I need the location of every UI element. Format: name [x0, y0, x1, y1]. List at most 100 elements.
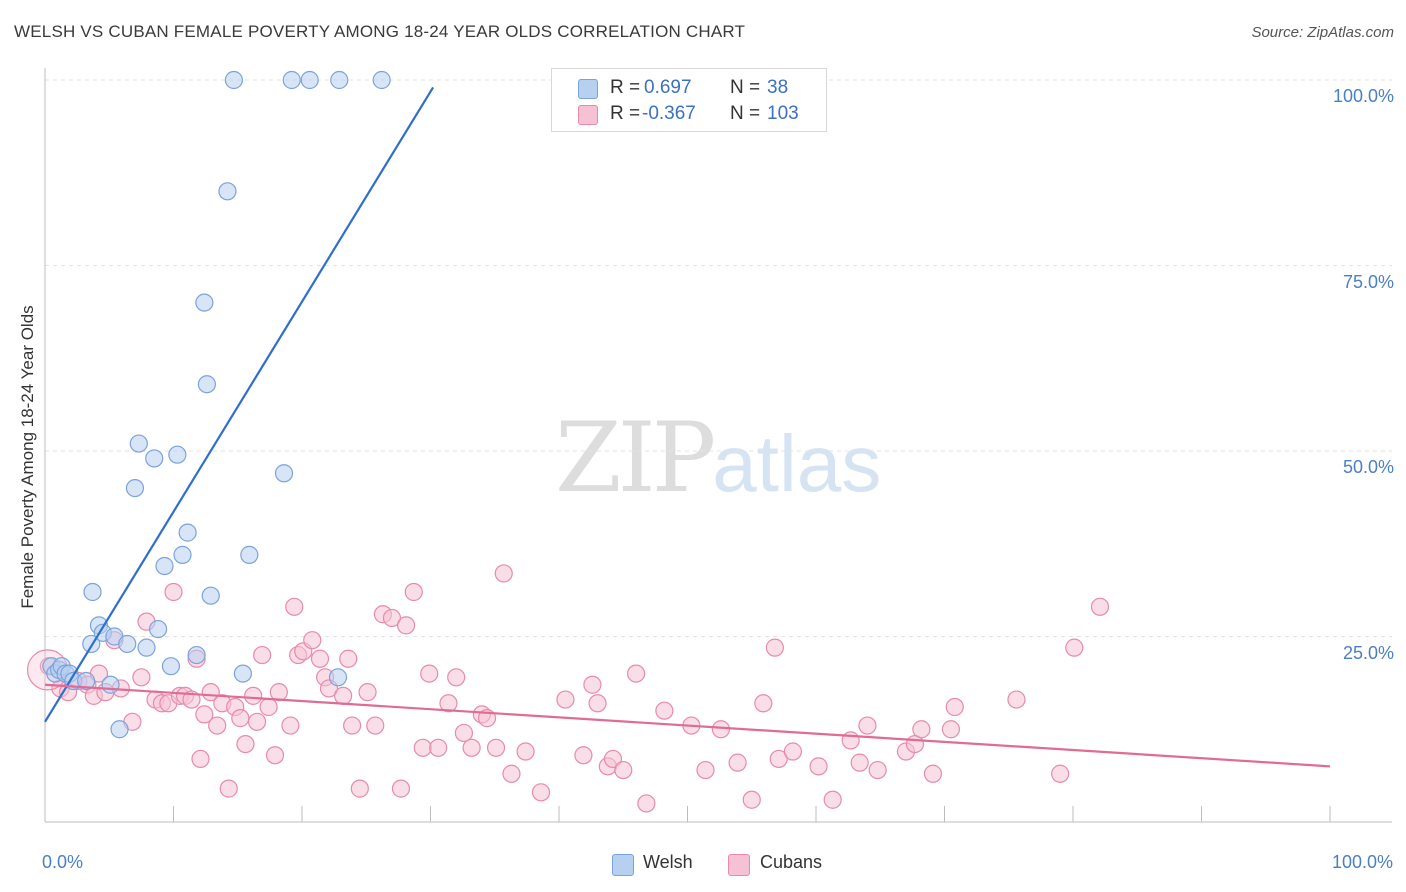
y-tick-label: 100.0% — [1332, 86, 1394, 106]
welsh-point — [118, 634, 137, 654]
legend-n-label: N = — [730, 103, 761, 124]
welsh-point — [161, 657, 181, 676]
welsh-point — [173, 545, 192, 564]
cubans-point — [191, 749, 210, 769]
cubans-point — [783, 742, 802, 761]
cubans-point — [923, 764, 943, 783]
x-tick-label: 100.0% — [1331, 852, 1393, 872]
source-label: Source: ZipAtlas.com — [1251, 24, 1394, 41]
correlation-legend: R = 0.697 N = 38 R = -0.367 N = 103 — [551, 68, 827, 132]
welsh-point — [129, 434, 148, 453]
bottom-legend-label-cubans: Cubans — [760, 852, 823, 872]
welsh-point — [178, 523, 197, 542]
cubans-point — [502, 764, 521, 783]
cubans-point — [439, 694, 458, 713]
welsh-point — [125, 479, 145, 498]
welsh-point — [218, 182, 237, 201]
axes — [44, 68, 1392, 823]
welsh-point — [224, 70, 243, 90]
cubans-point — [195, 705, 214, 724]
cubans-point — [1007, 690, 1026, 709]
welsh-point — [77, 671, 96, 691]
cubans-point — [696, 760, 715, 780]
cubans-point — [269, 683, 288, 702]
welsh-point — [187, 645, 206, 665]
cubans-point — [396, 616, 416, 635]
welsh-regression-line — [44, 86, 435, 723]
welsh-point — [137, 638, 156, 657]
legend-row-welsh: R = 0.697 N = 38 — [552, 75, 826, 101]
cubans-point — [486, 738, 506, 757]
cubans-point — [334, 686, 353, 705]
cubans-point — [208, 716, 227, 735]
cubans-point — [858, 716, 877, 735]
welsh-point — [83, 582, 102, 602]
cubans-point — [809, 757, 828, 776]
legend-swatch-cubans — [578, 105, 598, 125]
welsh-point — [372, 70, 391, 90]
watermark-zip: ZIP — [555, 402, 716, 514]
cubans-point — [219, 779, 238, 798]
chart-title: WELSH VS CUBAN FEMALE POVERTY AMONG 18-2… — [14, 22, 746, 41]
cubans-point — [265, 746, 285, 765]
cubans-point — [868, 760, 887, 780]
cubans-point — [603, 749, 623, 769]
cubans-point — [531, 783, 551, 802]
cubans-point — [850, 753, 869, 772]
cubans-point — [1090, 597, 1110, 616]
welsh-point — [195, 293, 214, 312]
cubans-point — [132, 668, 151, 687]
cubans-point — [912, 720, 931, 739]
cubans-point — [253, 645, 272, 665]
welsh-point — [328, 668, 348, 687]
cubans-point — [259, 697, 278, 717]
cubans-point — [343, 716, 362, 735]
welsh-point — [145, 449, 164, 468]
welsh-point — [233, 664, 252, 683]
cubans-point — [310, 649, 330, 668]
y-axis-label: Female Poverty Among 18-24 Year Olds — [18, 305, 37, 609]
cubans-point — [350, 779, 369, 798]
cubans-point — [588, 694, 607, 713]
welsh-point — [274, 464, 294, 483]
watermark-atlas: atlas — [712, 419, 882, 508]
welsh-point — [300, 70, 319, 90]
cubans-point — [655, 701, 674, 720]
cubans-point — [494, 564, 513, 583]
cubans-point — [754, 694, 773, 713]
y-tick-label: 50.0% — [1342, 457, 1394, 477]
cubans-point — [391, 779, 411, 798]
legend-r-label: R = — [610, 77, 641, 98]
bottom-legend-label-welsh: Welsh — [643, 852, 693, 872]
cubans-point — [626, 664, 646, 683]
welsh-point — [101, 675, 120, 694]
welsh-points — [42, 70, 391, 739]
bottom-legend-swatch-cubans — [728, 854, 750, 876]
welsh-point — [197, 375, 217, 394]
cubans-point — [285, 597, 304, 616]
cubans-point — [164, 582, 183, 602]
y-tick-label: 75.0% — [1342, 271, 1394, 292]
cubans-point — [420, 664, 439, 683]
x-tick-label: 0.0% — [42, 852, 84, 872]
cubans-point — [941, 720, 961, 739]
cubans-point — [711, 720, 731, 739]
legend-row-cubans: R = -0.367 N = 103 — [552, 101, 826, 127]
cubans-point — [1051, 764, 1070, 783]
cubans-point — [281, 716, 300, 735]
regression-lines — [44, 86, 1331, 768]
cubans-point — [247, 712, 267, 731]
welsh-point — [282, 70, 301, 90]
cubans-point — [366, 716, 385, 735]
welsh-point — [110, 720, 129, 739]
cubans-point — [556, 690, 575, 709]
cubans-point — [574, 746, 593, 765]
legend-r-value: -0.367 — [642, 103, 696, 124]
welsh-point — [201, 586, 220, 605]
cubans-point — [823, 790, 842, 809]
legend-swatch-welsh — [578, 79, 598, 99]
welsh-point — [155, 556, 174, 576]
cubans-points — [26, 564, 1110, 813]
cubans-point — [765, 638, 784, 657]
welsh-point — [240, 545, 259, 564]
